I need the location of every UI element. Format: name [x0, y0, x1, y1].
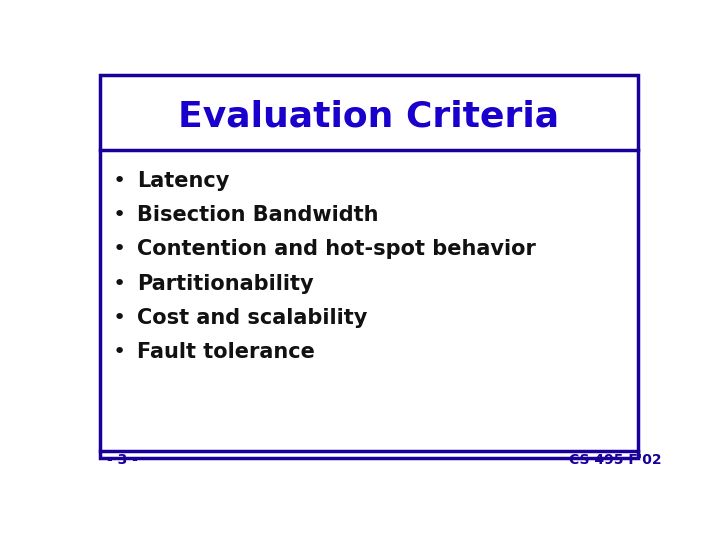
Text: •: •	[113, 171, 126, 191]
Text: Latency: Latency	[138, 171, 230, 191]
Text: CS 495 F'02: CS 495 F'02	[570, 453, 662, 467]
Text: •: •	[113, 308, 126, 328]
Text: •: •	[113, 274, 126, 294]
Text: - 3 -: - 3 -	[107, 453, 138, 467]
Text: Cost and scalability: Cost and scalability	[138, 308, 368, 328]
Text: •: •	[113, 205, 126, 225]
Text: Fault tolerance: Fault tolerance	[138, 342, 315, 362]
Text: Partitionability: Partitionability	[138, 274, 314, 294]
Text: •: •	[113, 342, 126, 362]
Text: •: •	[113, 239, 126, 259]
Text: Bisection Bandwidth: Bisection Bandwidth	[138, 205, 379, 225]
Text: Contention and hot-spot behavior: Contention and hot-spot behavior	[138, 239, 536, 259]
Text: Evaluation Criteria: Evaluation Criteria	[179, 100, 559, 134]
